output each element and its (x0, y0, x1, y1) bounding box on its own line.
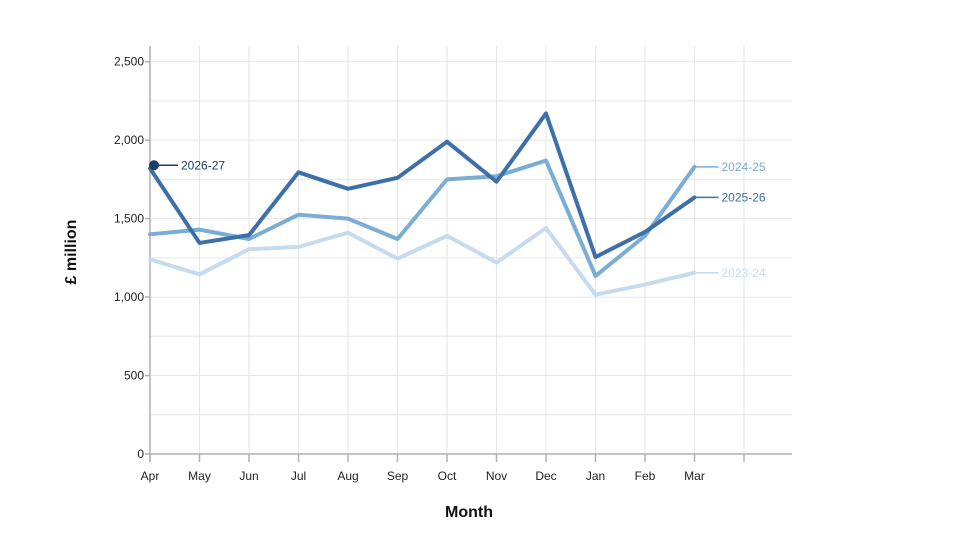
series-line-2023-24 (148, 226, 697, 297)
x-tick-label: Jul (291, 469, 306, 483)
y-tick-label: 1,000 (114, 290, 144, 304)
series-labels: 2023-24 2024-25 2025-26 2026-27 (154, 158, 766, 280)
axes: 0 500 1,000 1,500 2,000 2,500 Apr May Jun Jul Aug S… (114, 46, 792, 483)
x-tick-label: Jun (239, 469, 258, 483)
x-tick-label: Apr (141, 469, 160, 483)
x-tick-label: Oct (438, 469, 457, 483)
series-label-2023-24: 2023-24 (722, 266, 766, 280)
series-label-2024-25: 2024-25 (722, 160, 766, 174)
x-tick-label: Sep (387, 469, 409, 483)
y-tick-label: 500 (124, 369, 144, 383)
y-tick-label: 1,500 (114, 212, 144, 226)
series-label-2026-27: 2026-27 (181, 158, 225, 172)
grid (150, 46, 792, 454)
x-tick-label: Aug (337, 469, 358, 483)
series-line-2025-26 (148, 111, 697, 260)
x-tick-label: Jan (586, 469, 605, 483)
x-tick-label: Dec (535, 469, 556, 483)
series-label-2025-26: 2025-26 (722, 190, 766, 204)
x-tick-label: Feb (635, 469, 656, 483)
y-axis-title: £ million (63, 220, 80, 285)
y-tick-label: 2,000 (114, 133, 144, 147)
x-tick-label: May (188, 469, 211, 483)
x-tick-label: Mar (684, 469, 705, 483)
x-tick-label: Nov (486, 469, 507, 483)
series-lines (148, 111, 697, 297)
y-tick-label: 0 (137, 447, 144, 461)
y-tick-label: 2,500 (114, 55, 144, 69)
x-axis-title: Month (445, 504, 493, 521)
